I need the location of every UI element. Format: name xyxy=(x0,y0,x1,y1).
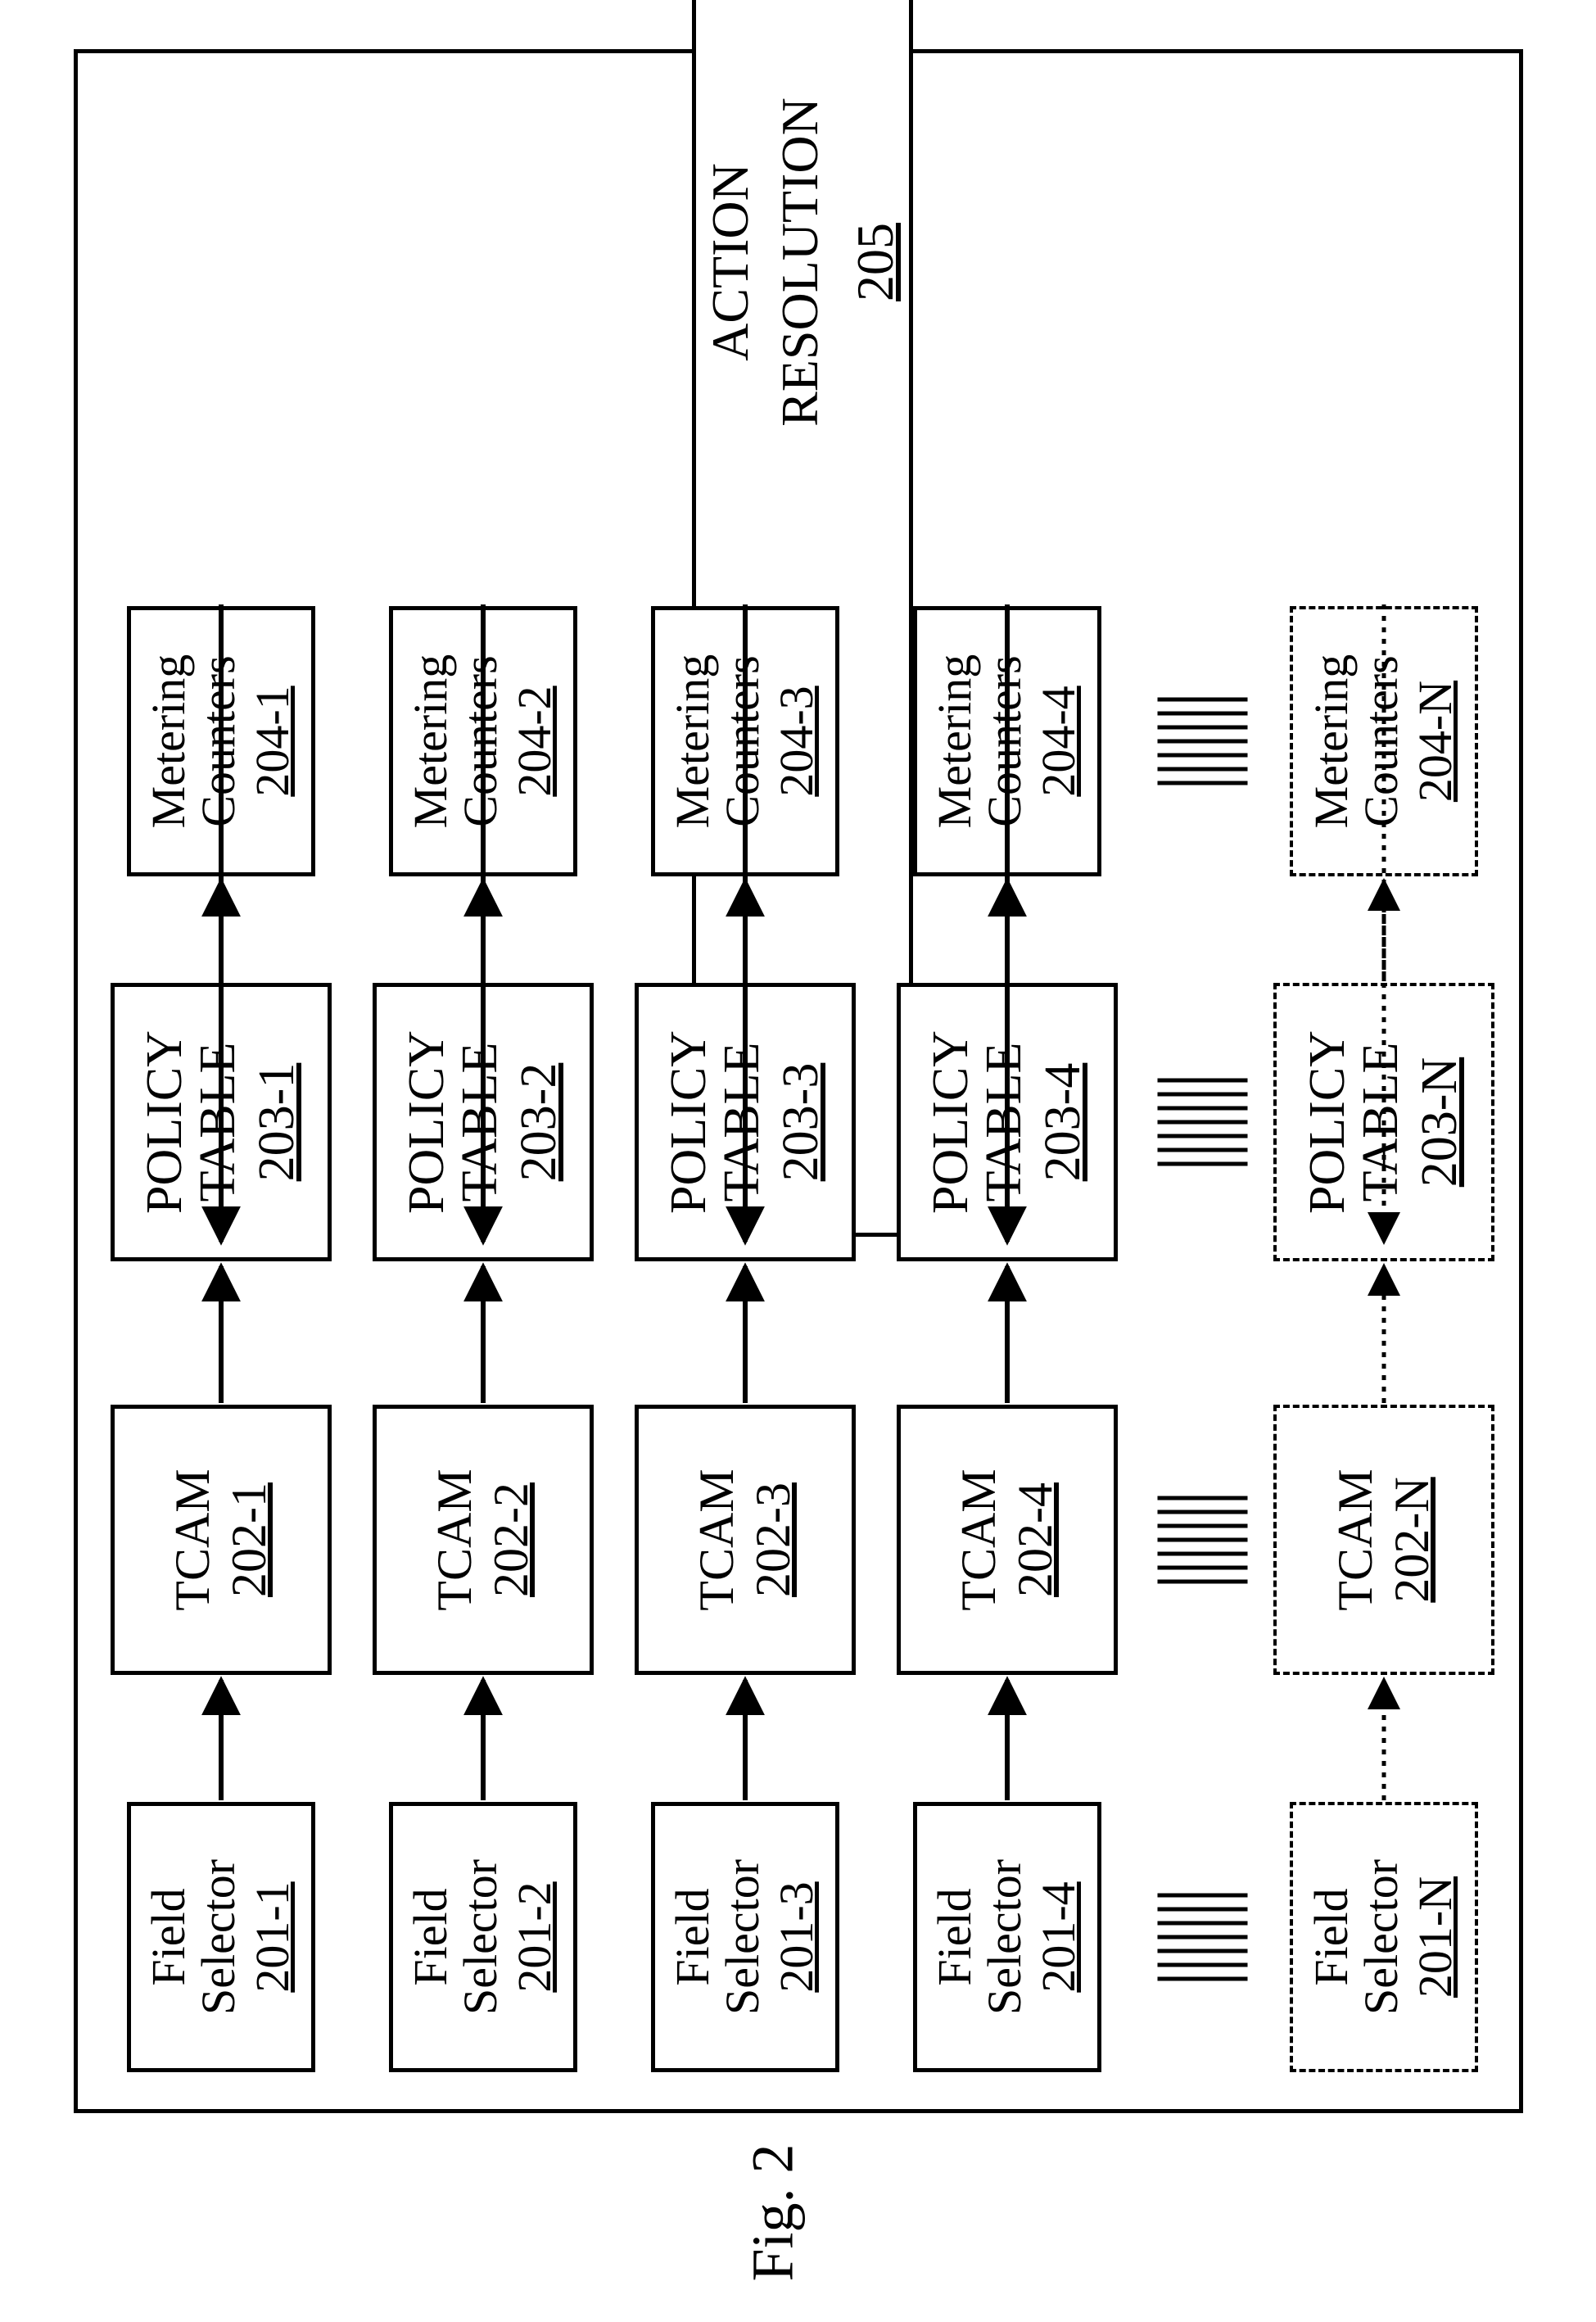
meter-ref-2: 204-2 xyxy=(510,686,560,796)
policy-4: POLICY TABLE 203-4 xyxy=(897,983,1118,1261)
ellipsis-policy xyxy=(1158,1079,1248,1166)
ellipsis-tcam xyxy=(1158,1496,1248,1584)
diagram-container: ACTION RESOLUTION 205 Field Selector 201… xyxy=(74,49,1523,2113)
figure-caption: Fig. 2 xyxy=(739,2143,807,2281)
policy-label: POLICY TABLE xyxy=(138,1030,245,1214)
field-selector-2: Field Selector 201-2 xyxy=(389,1802,577,2072)
policy-ref-2: 203-2 xyxy=(513,1063,566,1182)
policy-1: POLICY TABLE 203-1 xyxy=(111,983,332,1261)
tcam-ref-3: 202-3 xyxy=(748,1482,799,1597)
tcam-ref-1: 202-1 xyxy=(224,1482,275,1597)
policy-ref-3: 203-3 xyxy=(775,1063,828,1182)
policy-ref-n: 203-N xyxy=(1413,1057,1467,1187)
fs-ref-3: 201-3 xyxy=(772,1881,822,1992)
meter-ref-4: 204-4 xyxy=(1034,686,1084,796)
meter-4: Metering Counters 204-4 xyxy=(913,606,1101,876)
tcam-ref-n: 202-N xyxy=(1386,1477,1438,1602)
field-selector-1: Field Selector 201-1 xyxy=(127,1802,315,2072)
ellipsis-fs xyxy=(1158,1894,1248,1981)
meter-1: Metering Counters 204-1 xyxy=(127,606,315,876)
tcam-n: TCAM 202-N xyxy=(1273,1405,1494,1675)
policy-2: POLICY TABLE 203-2 xyxy=(373,983,594,1261)
policy-ref-1: 203-1 xyxy=(251,1063,304,1182)
ellipsis-meter xyxy=(1158,698,1248,785)
meter-3: Metering Counters 204-3 xyxy=(651,606,839,876)
meter-n: Metering Counters 204-N xyxy=(1290,606,1478,876)
tcam-1: TCAM 202-1 xyxy=(111,1405,332,1675)
meter-ref-n: 204-N xyxy=(1411,681,1461,802)
meter-ref-1: 204-1 xyxy=(248,686,298,796)
policy-n: POLICY TABLE 203-N xyxy=(1273,983,1494,1261)
tcam-ref-2: 202-2 xyxy=(486,1482,537,1597)
action-line1: ACTION xyxy=(703,163,757,361)
meter-2: Metering Counters 204-2 xyxy=(389,606,577,876)
meter-label: Metering Counters xyxy=(144,654,244,829)
action-ref: 205 xyxy=(848,223,902,301)
tcam-ref-4: 202-4 xyxy=(1010,1482,1061,1597)
field-selector-n: Field Selector 201-N xyxy=(1290,1802,1478,2072)
meter-ref-3: 204-3 xyxy=(772,686,822,796)
field-selector-3: Field Selector 201-3 xyxy=(651,1802,839,2072)
policy-3: POLICY TABLE 203-3 xyxy=(635,983,856,1261)
action-line2: RESOLUTION xyxy=(772,97,827,427)
fs-label: Field Selector xyxy=(144,1859,244,2015)
fs-ref-4: 201-4 xyxy=(1034,1881,1084,1992)
fs-ref-n: 201-N xyxy=(1411,1876,1461,1998)
tcam-label: TCAM xyxy=(167,1469,219,1610)
fs-ref-2: 201-2 xyxy=(510,1881,560,1992)
tcam-2: TCAM 202-2 xyxy=(373,1405,594,1675)
fs-ref-1: 201-1 xyxy=(248,1881,298,1992)
policy-ref-4: 203-4 xyxy=(1037,1063,1090,1182)
field-selector-4: Field Selector 201-4 xyxy=(913,1802,1101,2072)
tcam-3: TCAM 202-3 xyxy=(635,1405,856,1675)
tcam-4: TCAM 202-4 xyxy=(897,1405,1118,1675)
